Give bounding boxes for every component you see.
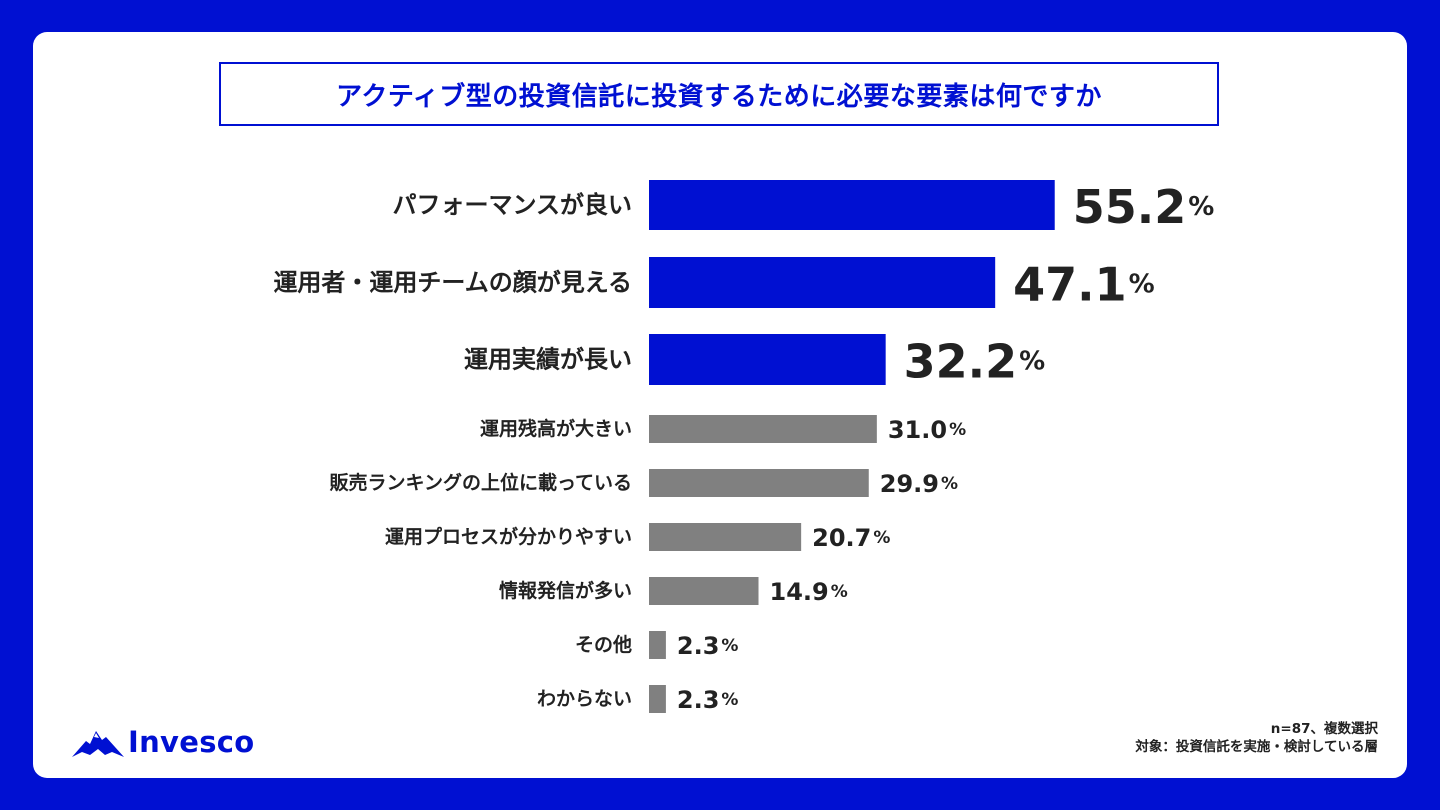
invesco-logo: Invesco	[72, 722, 254, 762]
category-label: 情報発信が多い	[499, 579, 632, 602]
chart-title-box: アクティブ型の投資信託に投資するために必要な要素は何ですか	[219, 62, 1219, 126]
category-label: 運用実績が長い	[464, 346, 632, 374]
bar	[649, 180, 1055, 230]
category-label: 運用プロセスが分かりやすい	[385, 525, 632, 548]
category-label: パフォーマンスが良い	[392, 191, 632, 219]
value-label: 2.3%	[677, 686, 739, 714]
value-label: 55.2%	[1073, 180, 1215, 234]
value-label: 31.0%	[888, 416, 966, 444]
value-label: 20.7%	[812, 524, 890, 552]
bar	[649, 334, 886, 385]
category-label: 運用者・運用チームの顔が見える	[273, 269, 632, 297]
chart-notes: n=87、複数選択 対象：投資信託を実施・検討している層	[1135, 720, 1378, 756]
value-label: 14.9%	[770, 578, 848, 606]
chart-title: アクティブ型の投資信託に投資するために必要な要素は何ですか	[336, 81, 1102, 112]
sample-note: n=87、複数選択	[1270, 721, 1378, 737]
category-label: 販売ランキングの上位に載っている	[330, 471, 632, 494]
bar	[649, 469, 869, 497]
value-label: 32.2%	[904, 335, 1046, 389]
category-label: わからない	[537, 688, 632, 710]
card-panel	[33, 32, 1407, 778]
mountain-logo-icon	[72, 731, 124, 757]
bar	[649, 523, 802, 551]
value-label: 2.3%	[677, 632, 739, 660]
bar	[649, 685, 666, 713]
bar	[649, 577, 759, 605]
value-label: 29.9%	[880, 470, 958, 498]
brand-name: Invesco	[128, 725, 255, 759]
bar	[649, 415, 877, 443]
category-label: その他	[575, 633, 632, 656]
category-label: 運用残高が大きい	[480, 417, 632, 440]
bar	[649, 631, 666, 659]
target-note: 対象：投資信託を実施・検討している層	[1135, 739, 1378, 755]
bar	[649, 257, 996, 308]
value-label: 47.1%	[1013, 258, 1155, 312]
